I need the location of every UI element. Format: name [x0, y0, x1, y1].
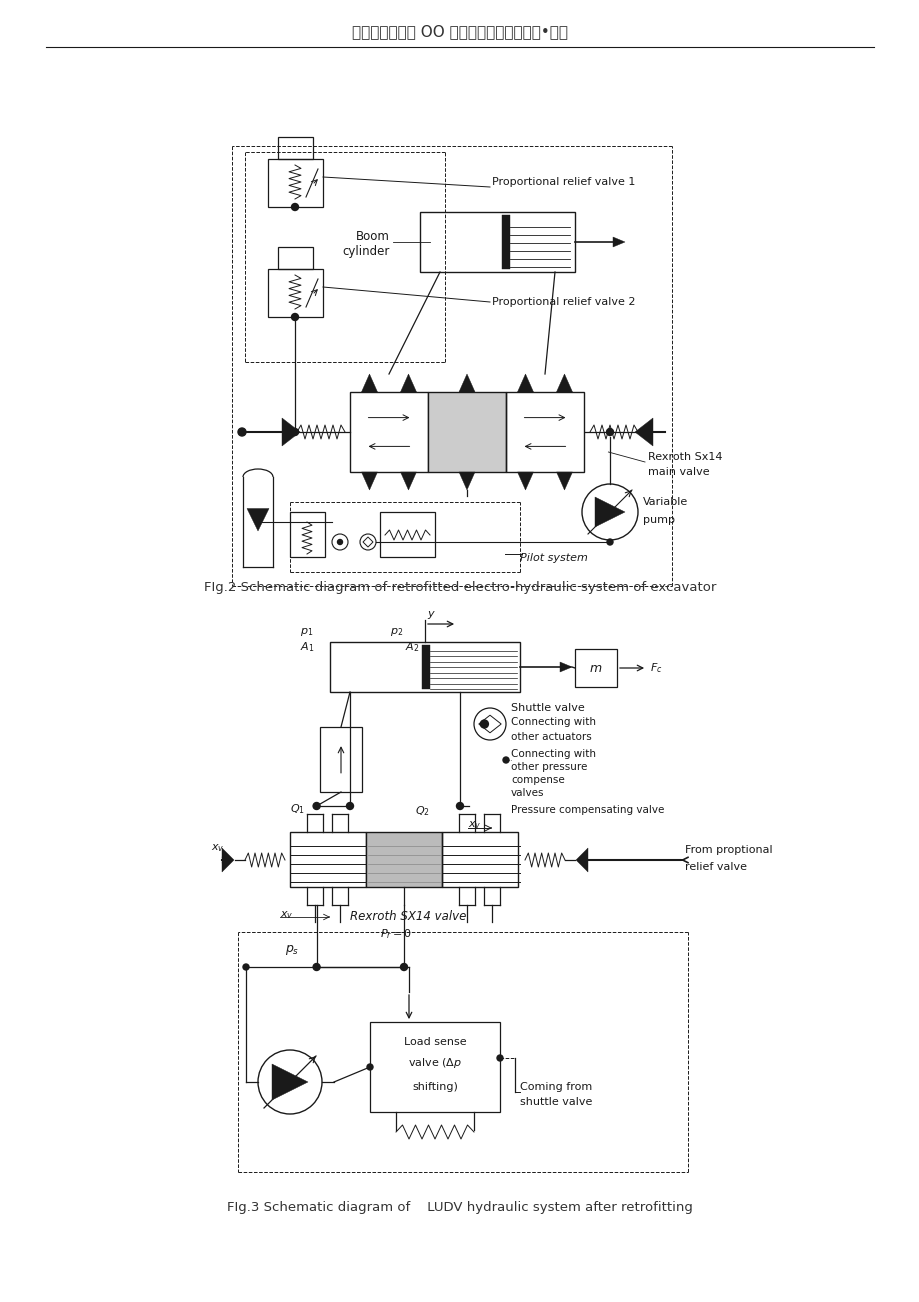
Circle shape	[337, 539, 342, 544]
Text: Rexroth Sx14: Rexroth Sx14	[647, 452, 721, 462]
Polygon shape	[575, 848, 587, 872]
Circle shape	[456, 802, 463, 810]
Bar	[441, 832, 517, 887]
Bar	[278, 137, 312, 159]
Text: valves: valves	[510, 788, 544, 798]
Text: valve ($\Delta p$: valve ($\Delta p$	[408, 1056, 461, 1069]
Circle shape	[607, 539, 612, 546]
Text: $Q_1$: $Q_1$	[289, 802, 305, 816]
Text: $p_2$: $p_2$	[390, 626, 403, 638]
Text: $A_2$: $A_2$	[404, 641, 419, 654]
Bar	[369, 1022, 499, 1112]
Polygon shape	[556, 473, 572, 490]
Bar	[349, 392, 427, 473]
Circle shape	[480, 720, 488, 728]
Text: other actuators: other actuators	[510, 732, 591, 742]
Text: Rexroth SX14 valve: Rexroth SX14 valve	[349, 910, 466, 923]
Circle shape	[367, 1064, 372, 1070]
Bar	[427, 392, 505, 473]
Bar	[267, 270, 323, 316]
Circle shape	[400, 963, 407, 970]
Text: Boom: Boom	[356, 230, 390, 243]
Text: cylinder: cylinder	[342, 246, 390, 259]
Text: Variable: Variable	[642, 497, 687, 506]
Bar	[420, 212, 574, 272]
Bar	[366, 832, 441, 887]
Text: Coming from: Coming from	[519, 1082, 592, 1092]
Polygon shape	[516, 374, 533, 392]
Circle shape	[291, 428, 298, 435]
Circle shape	[238, 428, 245, 436]
Polygon shape	[612, 237, 624, 247]
Polygon shape	[634, 418, 652, 447]
Text: Connecting with: Connecting with	[510, 717, 596, 727]
Text: $x_v$: $x_v$	[211, 842, 225, 854]
Text: Shuttle valve: Shuttle valve	[510, 703, 584, 713]
Polygon shape	[361, 374, 377, 392]
Text: $A_1$: $A_1$	[300, 641, 314, 654]
Circle shape	[291, 203, 298, 211]
Polygon shape	[595, 497, 624, 527]
Text: Load sense: Load sense	[403, 1036, 466, 1047]
Polygon shape	[282, 418, 300, 447]
Text: relief valve: relief valve	[685, 862, 746, 872]
Circle shape	[346, 802, 353, 810]
Circle shape	[312, 802, 320, 810]
Text: pump: pump	[642, 516, 675, 525]
Text: FIg.3 Schematic diagram of    LUDV hydraulic system after retrofitting: FIg.3 Schematic diagram of LUDV hydrauli…	[227, 1200, 692, 1213]
Text: $F_c$: $F_c$	[650, 661, 662, 674]
Text: Pressure compensating valve: Pressure compensating valve	[510, 805, 664, 815]
Polygon shape	[400, 374, 416, 392]
Text: y: y	[426, 609, 433, 618]
Bar	[422, 644, 429, 689]
Circle shape	[606, 428, 613, 435]
Polygon shape	[246, 509, 268, 531]
Bar	[505, 392, 584, 473]
Polygon shape	[361, 473, 377, 490]
Bar	[574, 648, 617, 687]
Text: $x_v$: $x_v$	[279, 909, 293, 921]
Text: other pressure: other pressure	[510, 762, 586, 772]
Polygon shape	[400, 473, 416, 490]
Text: $p_s$: $p_s$	[285, 943, 299, 957]
Polygon shape	[272, 1064, 308, 1100]
Text: compense: compense	[510, 775, 564, 785]
Text: Connecting with: Connecting with	[510, 749, 596, 759]
Circle shape	[312, 963, 320, 970]
Circle shape	[496, 1055, 503, 1061]
Circle shape	[503, 756, 508, 763]
Polygon shape	[556, 374, 572, 392]
Text: $p_1$: $p_1$	[300, 626, 313, 638]
Polygon shape	[459, 374, 474, 392]
Text: From proptional: From proptional	[685, 845, 772, 855]
Bar	[267, 159, 323, 207]
Text: main valve: main valve	[647, 467, 709, 477]
Bar	[320, 727, 361, 792]
Text: $Q_2$: $Q_2$	[414, 805, 429, 818]
Bar	[278, 247, 312, 270]
Bar	[502, 215, 509, 270]
Bar	[330, 642, 519, 691]
Text: Pilot system: Pilot system	[519, 553, 587, 562]
Polygon shape	[459, 473, 474, 490]
Circle shape	[291, 314, 298, 320]
Text: $x_v$: $x_v$	[468, 819, 481, 831]
Text: shifting): shifting)	[412, 1082, 458, 1092]
Bar	[289, 832, 366, 887]
Text: 重庆交通大学二 OO 九届毕业设计（论文）•译文: 重庆交通大学二 OO 九届毕业设计（论文）•译文	[352, 25, 567, 39]
Text: Proportional relief valve 1: Proportional relief valve 1	[492, 177, 635, 187]
Bar	[380, 512, 435, 557]
Circle shape	[243, 963, 249, 970]
Text: $P_r=0$: $P_r=0$	[380, 927, 412, 941]
Text: FIg.2 Schematic diagram of retrofitted electro-hydraulic system of excavator: FIg.2 Schematic diagram of retrofitted e…	[204, 582, 715, 595]
Polygon shape	[560, 661, 572, 672]
Bar	[289, 512, 324, 557]
Polygon shape	[516, 473, 533, 490]
Polygon shape	[221, 848, 233, 872]
Text: m: m	[589, 661, 601, 674]
Text: Proportional relief valve 2: Proportional relief valve 2	[492, 297, 635, 307]
Text: shuttle valve: shuttle valve	[519, 1098, 592, 1107]
